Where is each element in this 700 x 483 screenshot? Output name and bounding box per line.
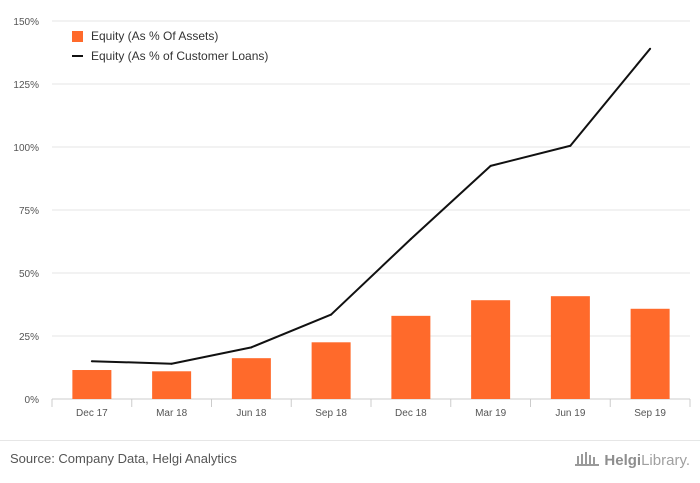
footer-divider xyxy=(0,440,700,441)
bar xyxy=(152,371,192,399)
x-tick-label: Sep 19 xyxy=(634,408,666,419)
legend-item-line[interactable]: Equity (As % of Customer Loans) xyxy=(72,46,268,66)
x-tick-label: Jun 19 xyxy=(555,408,585,419)
line-point xyxy=(250,346,253,349)
x-tick-label: Dec 17 xyxy=(76,408,108,419)
x-tick-labels: Dec 17 Mar 18 Jun 18 Sep 18 Dec 18 Mar 19 Jun … xyxy=(76,408,666,419)
y-tick-label: 25% xyxy=(19,332,39,343)
bar xyxy=(72,370,112,399)
legend-swatch-line xyxy=(72,55,83,57)
line-point xyxy=(90,360,93,363)
line-point xyxy=(489,164,492,167)
x-tick-label: Mar 18 xyxy=(156,408,188,419)
legend-item-bar[interactable]: Equity (As % Of Assets) xyxy=(72,26,268,46)
x-tick-label: Sep 18 xyxy=(315,408,347,419)
y-tick-label: 0% xyxy=(25,395,40,406)
legend: Equity (As % Of Assets) Equity (As % of … xyxy=(72,26,268,66)
y-tick-label: 100% xyxy=(13,143,39,154)
library-building-icon xyxy=(574,449,600,471)
line-point xyxy=(649,47,652,50)
x-tick-label: Jun 18 xyxy=(236,408,266,419)
x-tick-label: Dec 18 xyxy=(395,408,427,419)
brand-name-prefix: Helgi xyxy=(604,451,642,469)
line-point xyxy=(409,237,412,240)
line-series-equity-loans xyxy=(90,47,652,365)
line-point xyxy=(170,362,173,365)
legend-label-bar: Equity (As % Of Assets) xyxy=(91,29,219,43)
bar xyxy=(231,358,271,399)
source-text: Source: Company Data, Helgi Analytics xyxy=(10,451,237,466)
axes xyxy=(51,398,691,407)
x-tick-label: Mar 19 xyxy=(475,408,507,419)
bar xyxy=(471,300,511,399)
y-tick-label: 75% xyxy=(19,206,39,217)
y-tick-labels: 0% 25% 50% 75% 100% 125% 150% xyxy=(13,17,39,406)
y-tick-label: 150% xyxy=(13,17,39,28)
bar-series-equity-assets xyxy=(72,296,670,399)
bar xyxy=(391,315,431,399)
line-path xyxy=(91,48,651,365)
legend-label-line: Equity (As % of Customer Loans) xyxy=(91,49,269,63)
bar xyxy=(630,308,670,399)
brand-name-suffix: Library. xyxy=(641,451,690,469)
line-point xyxy=(569,144,572,147)
y-tick-label: 50% xyxy=(19,269,39,280)
grid-lines xyxy=(52,20,690,337)
legend-swatch-bar xyxy=(72,30,83,42)
line-point xyxy=(330,313,333,316)
bar xyxy=(311,342,351,399)
brand-logo[interactable]: Helgi Library. xyxy=(574,449,690,471)
y-tick-label: 125% xyxy=(13,80,39,91)
bar xyxy=(550,296,590,399)
